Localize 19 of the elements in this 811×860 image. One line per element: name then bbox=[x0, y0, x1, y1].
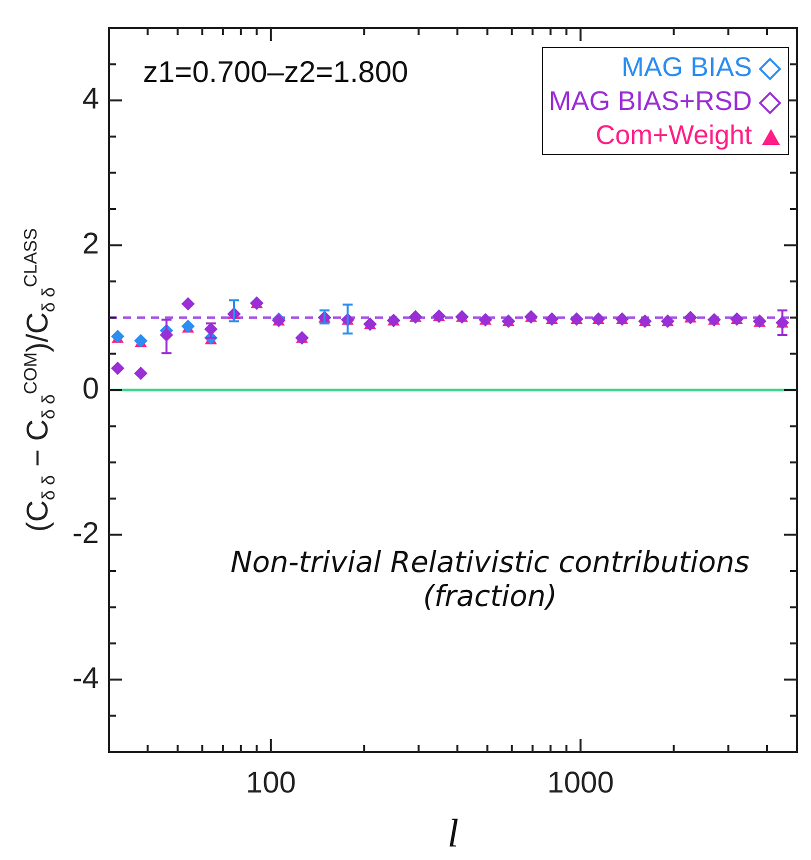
y-tick-label: -4 bbox=[72, 662, 99, 695]
annotation: Non-trivial Relativistic contributions (fraction) bbox=[230, 545, 750, 613]
x-tick-label: 100 bbox=[246, 766, 296, 800]
point bbox=[134, 334, 148, 348]
y-tick-label: 2 bbox=[82, 227, 99, 260]
point bbox=[111, 362, 124, 375]
legend-label: Com+Weight bbox=[596, 120, 752, 150]
point bbox=[134, 366, 148, 380]
point bbox=[182, 297, 195, 310]
legend-label: MAG BIAS bbox=[621, 52, 752, 82]
y-tick-label: -2 bbox=[72, 517, 99, 550]
y-tick-label: 0 bbox=[82, 372, 99, 406]
point bbox=[182, 320, 195, 333]
annotation: z1=0.700–z2=1.800 bbox=[143, 56, 408, 90]
x-axis-title: l bbox=[447, 810, 459, 856]
y-tick-label: 4 bbox=[82, 82, 99, 116]
point bbox=[111, 330, 124, 343]
legend-label: MAG BIAS+RSD bbox=[548, 86, 752, 116]
x-tick-label: 1000 bbox=[547, 766, 614, 800]
